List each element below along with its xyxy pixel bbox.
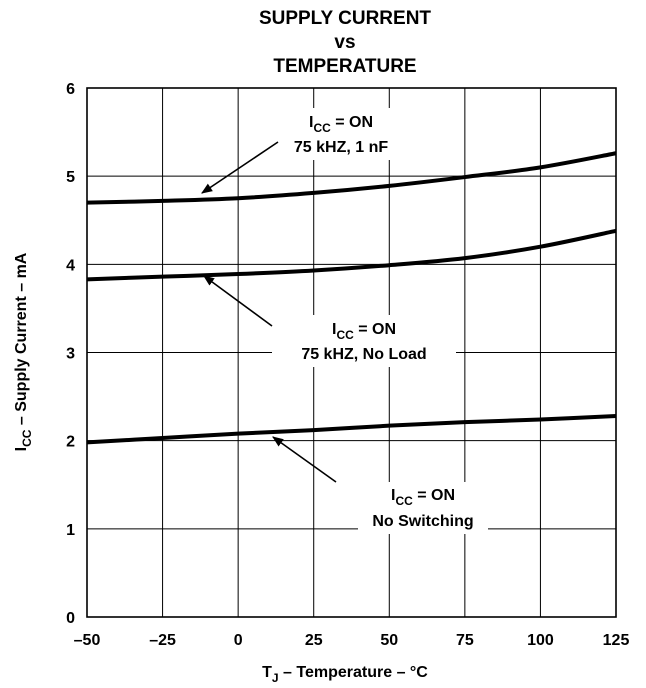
y-axis-label: ICC – Supply Current – mA [13,252,34,451]
annotation-1nf-line1: ICC = ON [309,114,373,135]
x-tick-label: 75 [456,632,474,649]
annotation-no-load-bg [272,315,456,367]
annotation-no-switching-arrow [272,436,337,483]
x-tick-label: –25 [149,632,176,649]
y-tick-label: 0 [66,610,75,627]
annotation-no-switching-bg [358,482,488,534]
annotation-1nf-arrow [201,141,279,194]
annotation-no-switching-line1: ICC = ON [391,487,455,508]
x-tick-label: 100 [527,632,554,649]
x-axis-label: TJ – Temperature – °C [262,664,428,685]
annotation-1nf: ICC = ON 75 kHZ, 1 nF [201,108,406,194]
chart-title-line-2: vs [334,32,355,53]
x-tick-label: 50 [380,632,398,649]
y-tick-label: 5 [66,169,75,186]
x-tick-label: 125 [603,632,630,649]
annotation-no-switching: ICC = ON No Switching [272,436,488,534]
series-line-2 [86,413,617,445]
x-tick-labels: –50 –25 0 25 50 75 100 125 [74,632,630,649]
data-series [86,151,617,445]
x-tick-label: 0 [234,632,243,649]
annotation-no-load-line2: 75 kHZ, No Load [301,346,426,363]
y-tick-labels: 0 1 2 3 4 5 6 [66,81,75,627]
annotation-no-switching-line2: No Switching [372,513,473,530]
x-tick-label: 25 [305,632,323,649]
y-tick-label: 6 [66,81,75,98]
chart-title-line-3: TEMPERATURE [273,56,416,77]
x-tick-label: –50 [74,632,101,649]
y-tick-label: 2 [66,434,75,451]
annotation-1nf-bg [272,108,406,160]
chart-title-line-1: SUPPLY CURRENT [259,8,431,29]
y-tick-label: 4 [66,257,75,274]
annotation-no-load-arrow [203,275,273,327]
series-line-1 [86,228,617,282]
annotation-no-load-line1: ICC = ON [332,321,396,342]
y-tick-label: 3 [66,346,75,363]
annotation-1nf-line2: 75 kHZ, 1 nF [294,139,388,156]
series-line-0 [86,151,617,205]
annotation-no-load: ICC = ON 75 kHZ, No Load [203,275,456,367]
plot-frame [86,87,617,618]
y-tick-label: 1 [66,522,75,539]
